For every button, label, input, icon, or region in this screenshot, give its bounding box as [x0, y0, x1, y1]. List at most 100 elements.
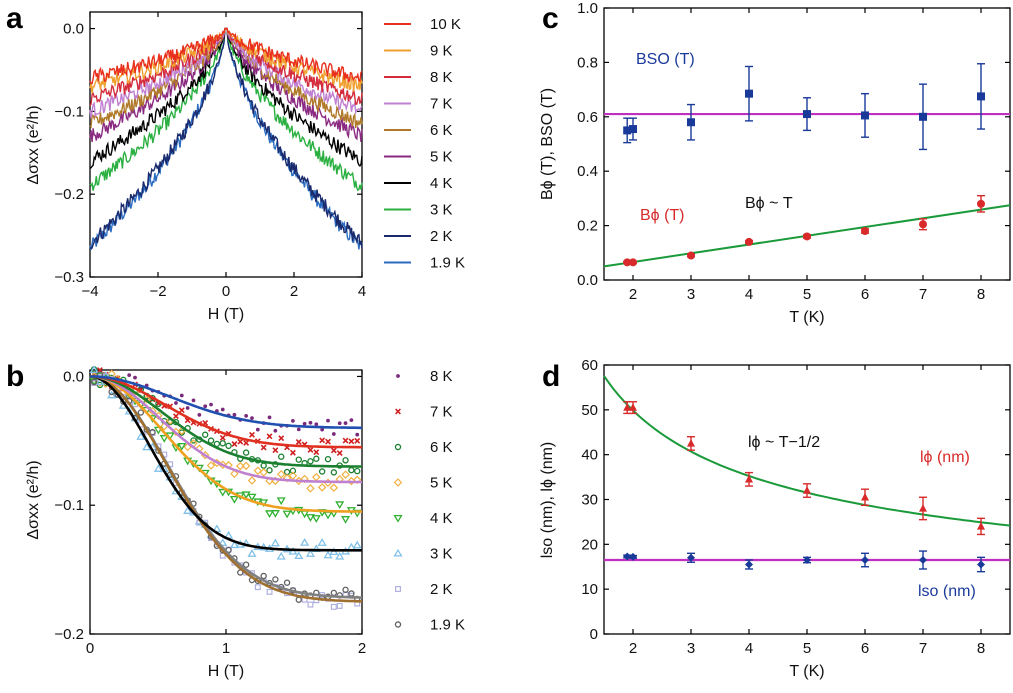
b-data-point — [178, 407, 185, 414]
b-data-point — [311, 515, 321, 523]
c-xtick-label: 5 — [803, 286, 811, 303]
b-data-point — [137, 409, 145, 416]
d-xtick-label: 2 — [629, 640, 637, 657]
d-data-point — [919, 504, 927, 512]
b-data-point — [323, 511, 333, 520]
b-data-point — [354, 467, 361, 475]
b-data-point — [318, 468, 326, 475]
b-data-point — [294, 551, 304, 560]
b-fit-curve — [89, 375, 363, 603]
b-data-point — [352, 540, 362, 549]
a-legend-label: 5 K — [430, 149, 453, 166]
b-legend-marker — [395, 408, 401, 415]
b-fit-curve — [89, 375, 362, 484]
panel-label-a: a — [6, 2, 23, 35]
b-data-point — [255, 427, 260, 432]
b-data-point — [264, 510, 275, 518]
d-ytick-label: 20 — [581, 536, 598, 553]
d-lphi-annotation: lϕ (nm) — [920, 449, 970, 466]
b-data-point — [183, 506, 193, 514]
b-data-point — [207, 437, 215, 444]
b-data-point — [266, 433, 273, 440]
b-data-point — [247, 549, 257, 557]
b-data-point — [320, 427, 325, 432]
c-ytick-label: 0.8 — [577, 54, 598, 71]
d-data-point — [629, 552, 637, 561]
b-data-point — [342, 586, 349, 593]
b-data-point — [250, 416, 254, 420]
c-data-point — [861, 227, 869, 236]
d-ytick-label: 10 — [581, 581, 598, 598]
b-fit-curve — [89, 375, 363, 513]
b-xtick-label: 2 — [358, 640, 366, 657]
b-fit-curve — [89, 375, 362, 599]
d-data-point — [803, 556, 811, 565]
panel-label-b: b — [6, 360, 24, 393]
b-legend-marker — [394, 443, 402, 451]
b-data-point — [127, 373, 132, 378]
b-legend-label: 8 K — [430, 368, 453, 385]
b-data-point — [179, 393, 184, 398]
b-data-point — [229, 495, 239, 504]
b-data-point — [306, 484, 315, 493]
b-data-point — [291, 418, 295, 423]
b-xtick-label: 1 — [222, 640, 230, 657]
b-data-point — [289, 449, 296, 456]
c-data-point — [623, 258, 632, 267]
b-ytick-label: 0.0 — [63, 368, 84, 385]
b-data-point — [270, 538, 280, 547]
a-legend-label: 6 K — [430, 122, 453, 139]
c-data-point — [861, 111, 869, 120]
b-data-point — [313, 455, 320, 462]
b-data-point — [185, 406, 190, 410]
b-data-point — [278, 453, 285, 460]
b-data-point — [341, 516, 351, 524]
b-data-point — [177, 442, 187, 451]
b-data-point — [341, 470, 350, 479]
d-data-point — [687, 553, 695, 562]
b-data-point — [232, 412, 237, 417]
b-data-point — [282, 510, 292, 519]
c-xtick-label: 2 — [629, 286, 637, 303]
c-data-point — [919, 112, 927, 121]
b-data-point — [203, 404, 208, 409]
c-data-point — [745, 89, 753, 98]
a-xtick-label: 2 — [290, 283, 298, 300]
a-legend-label: 3 K — [430, 202, 453, 219]
b-data-point — [247, 476, 257, 485]
c-xtick-label: 7 — [919, 286, 927, 303]
d-data-point — [745, 560, 753, 569]
b-data-point — [300, 510, 310, 519]
b-data-point — [201, 431, 209, 438]
d-fit-annotation: lϕ ~ T−1/2 — [748, 434, 820, 451]
b-legend-label: 1.9 K — [430, 617, 465, 634]
a-legend-label: 4 K — [430, 175, 453, 192]
b-data-point — [218, 538, 228, 546]
b-data-point — [307, 458, 314, 465]
panel-label-c: c — [542, 2, 559, 35]
a-legend-label: 2 K — [430, 228, 453, 245]
b-data-point — [247, 493, 257, 502]
d-ytick-label: 50 — [581, 402, 598, 419]
c-data-point — [623, 126, 632, 135]
b-data-point — [336, 450, 343, 456]
b-data-point — [283, 468, 291, 476]
b-data-point — [273, 428, 278, 433]
a-legend-label: 1.9 K — [430, 255, 465, 272]
d-xtick-label: 5 — [803, 640, 811, 657]
b-data-point — [278, 435, 285, 442]
b-data-point — [218, 488, 228, 497]
b-data-point — [335, 551, 345, 560]
b-data-point — [330, 469, 338, 476]
d-xlabel: T (K) — [789, 663, 824, 680]
a-ytick-label: 0.0 — [63, 21, 84, 38]
b-ytick-label: −0.1 — [54, 497, 84, 514]
b-data-point — [348, 438, 355, 445]
b-data-point — [173, 413, 179, 420]
b-data-point — [249, 431, 255, 438]
c-ytick-label: 0.0 — [577, 272, 598, 289]
a-series-line — [89, 27, 363, 85]
b-data-point — [307, 446, 314, 453]
d-data-point — [623, 403, 632, 411]
